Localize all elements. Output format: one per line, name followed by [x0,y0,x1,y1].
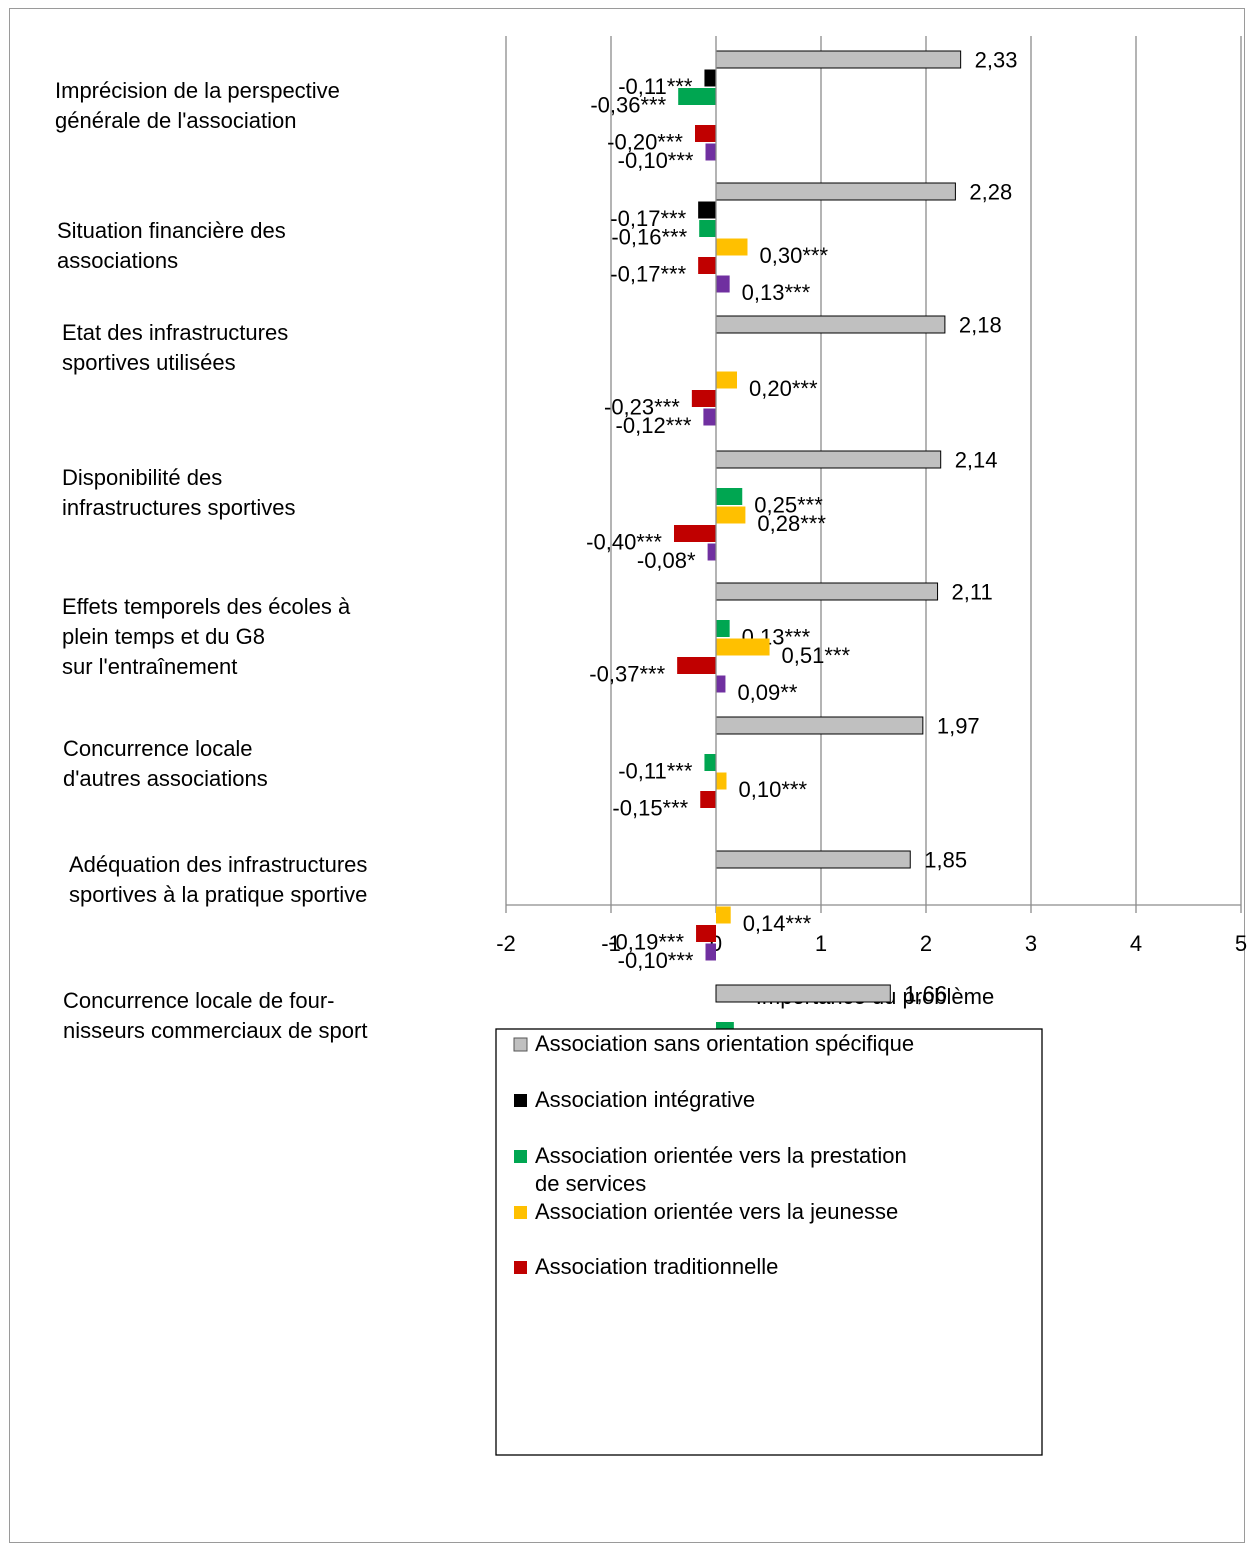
bar [715,315,946,334]
bar [716,620,730,637]
bar [705,943,716,961]
data-label: -0,19*** [608,930,684,955]
x-tick-label: -1 [601,931,621,956]
legend: Association sans orientation spécifique A… [495,1028,1043,1456]
data-label: 1,97 [937,714,980,739]
bar [704,69,716,87]
x-tick-label: 1 [815,931,827,956]
bar [716,638,770,656]
category-label: Adéquation des infrastructures sportives … [69,852,367,907]
bar [716,906,731,924]
x-tick-label: 2 [920,931,932,956]
category-label: Concurrence locale d'autres associations [63,736,268,791]
data-label: -0,10*** [618,148,694,173]
bar [695,125,716,142]
data-label: -0,36*** [590,93,666,118]
category-label: Effets temporels des écoles à plein temps… [62,594,351,679]
bar [715,716,924,735]
bar [716,275,730,293]
data-label: -0,40*** [586,530,662,555]
legend-label: Association traditionnelle [535,1254,778,1279]
bar [716,371,737,389]
bar [698,201,716,219]
legend-swatch [514,1150,527,1163]
bar [715,850,911,869]
category-label: Concurrence locale de four-nisseurs comm… [63,988,367,1043]
bar [696,925,716,942]
bar [716,238,748,256]
bar [716,772,727,790]
data-label: -0,15*** [612,796,688,821]
data-label: 2,28 [969,180,1012,205]
legend-label: Association orientée vers la prestation d… [535,1143,907,1196]
data-label: -0,17*** [610,262,686,287]
legend-label: Association orientée vers la jeunesse [535,1199,898,1224]
data-label: 2,14 [955,448,998,473]
bar [707,543,716,561]
data-label: 1,66 [904,982,947,1007]
data-label: 0,51*** [782,643,851,668]
legend-label: Association sans orientation spécifique [535,1031,914,1056]
bar [715,582,939,601]
data-label: 2,33 [975,48,1018,73]
category-label: Etat des infrastructures sportives utilis… [62,320,288,375]
x-tick-label: 3 [1025,931,1037,956]
data-label: 0,30*** [760,243,829,268]
data-label: -0,20*** [607,130,683,155]
legend-label: Association intégrative [535,1087,755,1112]
legend-swatch [513,1037,528,1052]
bar [715,450,942,469]
data-label: -0,12*** [616,413,692,438]
bar [698,257,716,274]
legend-swatch [514,1206,527,1219]
x-tick-label: 5 [1235,931,1247,956]
x-tick-label: -2 [496,931,516,956]
bar [699,220,716,237]
category-label: Imprécision de la perspective générale de… [55,78,340,133]
bar [705,143,716,161]
data-label: -0,17*** [610,206,686,231]
data-label: 2,18 [959,313,1002,338]
data-label: 0,25*** [754,493,823,518]
bar [716,506,746,524]
data-label: 0,09** [737,680,797,705]
bar [716,675,726,693]
legend-swatch [514,1094,527,1107]
bar [674,525,716,542]
data-label: -0,10*** [618,948,694,973]
chart-frame [9,8,1245,1543]
data-label: -0,08* [637,548,696,573]
bar [700,791,716,808]
category-label: Disponibilité des infrastructures sportiv… [62,465,296,520]
data-label: -0,37*** [589,662,665,687]
data-label: -0,16*** [611,225,687,250]
data-label: 2,11 [952,580,993,605]
data-label: -0,23*** [604,395,680,420]
bar [691,390,716,407]
x-tick-label: 4 [1130,931,1142,956]
data-label: 0,14*** [743,911,812,936]
data-label: 1,85 [924,848,967,873]
category-label: Situation financière des associations [57,218,286,273]
bar [715,182,956,201]
data-label: 0,10*** [739,777,808,802]
legend-swatch [514,1261,527,1274]
data-label: -0,11*** [618,759,693,784]
bar [703,408,716,426]
bar [677,657,716,674]
legend-box [495,1028,1043,1456]
bar [678,88,716,105]
bar [704,754,716,771]
bar [715,50,962,69]
data-label: 0,28*** [757,511,826,536]
data-label: 0,13*** [742,280,811,305]
bar [716,488,743,505]
data-label: 0,20*** [749,376,818,401]
bar [715,984,891,1003]
